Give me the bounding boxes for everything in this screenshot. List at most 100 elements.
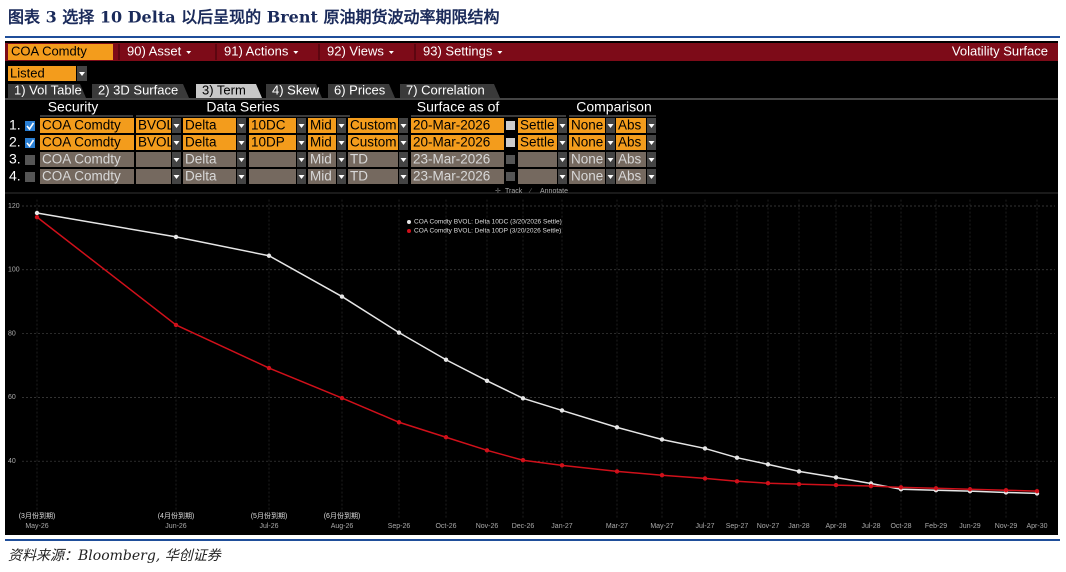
- field-value[interactable]: Delta: [185, 118, 217, 133]
- tool-label[interactable]: Track: [505, 188, 523, 195]
- field[interactable]: [616, 169, 646, 184]
- tool-label[interactable]: Annotate: [540, 188, 568, 195]
- calendar-icon[interactable]: [506, 121, 515, 130]
- field-value[interactable]: 23-Mar-2026: [413, 152, 490, 167]
- calendar-icon[interactable]: [506, 138, 515, 147]
- field-value[interactable]: None: [571, 152, 603, 167]
- field[interactable]: [616, 118, 646, 133]
- field-value[interactable]: 10DP: [251, 135, 285, 150]
- tab[interactable]: [328, 84, 395, 98]
- field[interactable]: [40, 135, 134, 150]
- field[interactable]: [249, 169, 296, 184]
- field-value[interactable]: Abs: [618, 152, 642, 167]
- field[interactable]: [569, 118, 605, 133]
- field-value[interactable]: COA Comdty: [42, 152, 121, 167]
- tab-label[interactable]: 3) Term: [202, 82, 246, 97]
- field-value[interactable]: Settle: [520, 135, 555, 150]
- field[interactable]: [348, 135, 398, 150]
- field-value[interactable]: TD: [350, 169, 368, 184]
- field[interactable]: [518, 135, 557, 150]
- filter-box[interactable]: [8, 66, 76, 81]
- field-value[interactable]: BVOL: [138, 135, 175, 150]
- field-value[interactable]: None: [571, 118, 603, 133]
- calendar-icon[interactable]: [506, 172, 515, 181]
- field[interactable]: [616, 135, 646, 150]
- field[interactable]: [40, 152, 134, 167]
- tab[interactable]: [266, 84, 322, 98]
- field-value[interactable]: Abs: [618, 135, 642, 150]
- field[interactable]: [308, 135, 336, 150]
- field-value[interactable]: COA Comdty: [42, 169, 121, 184]
- tab-label[interactable]: 1) Vol Table: [14, 82, 82, 97]
- field[interactable]: [183, 135, 236, 150]
- field-value[interactable]: Mid: [310, 169, 332, 184]
- tab-label[interactable]: 4) Skew: [272, 82, 320, 97]
- tab[interactable]: [8, 84, 86, 98]
- field-value[interactable]: 20-Mar-2026: [413, 135, 490, 150]
- tab[interactable]: [196, 84, 262, 98]
- field[interactable]: [183, 118, 236, 133]
- field[interactable]: [411, 169, 504, 184]
- field[interactable]: [411, 118, 504, 133]
- field[interactable]: [569, 152, 605, 167]
- field-value[interactable]: None: [571, 135, 603, 150]
- field-value[interactable]: TD: [350, 152, 368, 167]
- field[interactable]: [308, 152, 336, 167]
- field-value[interactable]: 20-Mar-2026: [413, 118, 490, 133]
- checkbox[interactable]: [25, 172, 35, 182]
- field-value[interactable]: Abs: [618, 118, 642, 133]
- field-value[interactable]: Mid: [310, 152, 332, 167]
- field[interactable]: [348, 152, 398, 167]
- menu-item[interactable]: 93) Settings: [423, 43, 493, 58]
- field-value[interactable]: COA Comdty: [42, 135, 121, 150]
- checkbox[interactable]: [25, 121, 35, 131]
- tab[interactable]: [92, 84, 189, 98]
- field-value[interactable]: 23-Mar-2026: [413, 169, 490, 184]
- field-value[interactable]: Abs: [618, 169, 642, 184]
- field[interactable]: [40, 118, 134, 133]
- filter[interactable]: Listed: [10, 65, 45, 80]
- field[interactable]: [411, 152, 504, 167]
- tab[interactable]: [400, 84, 500, 98]
- tab-label[interactable]: 7) Correlation: [406, 82, 485, 97]
- menu-item[interactable]: 91) Actions: [224, 43, 289, 58]
- tab-label[interactable]: 2) 3D Surface: [98, 82, 178, 97]
- field-value[interactable]: Custom: [350, 118, 397, 133]
- field-value[interactable]: Mid: [310, 135, 332, 150]
- field-value[interactable]: None: [571, 169, 603, 184]
- field[interactable]: [249, 135, 296, 150]
- menu-item[interactable]: 90) Asset: [127, 43, 182, 58]
- field[interactable]: [136, 152, 171, 167]
- field[interactable]: [308, 169, 336, 184]
- tab-label[interactable]: 6) Prices: [334, 82, 386, 97]
- field[interactable]: [348, 169, 398, 184]
- field-value[interactable]: Delta: [185, 169, 217, 184]
- field-value[interactable]: Settle: [520, 118, 555, 133]
- field[interactable]: [40, 169, 134, 184]
- field-value[interactable]: Mid: [310, 118, 332, 133]
- field[interactable]: [518, 118, 557, 133]
- field[interactable]: [518, 152, 557, 167]
- field[interactable]: [249, 118, 296, 133]
- field[interactable]: [518, 169, 557, 184]
- checkbox[interactable]: [25, 138, 35, 148]
- field-value[interactable]: COA Comdty: [42, 118, 121, 133]
- security[interactable]: COA Comdty: [11, 43, 87, 58]
- menu-item[interactable]: 92) Views: [327, 43, 384, 58]
- field-value[interactable]: 10DC: [251, 118, 286, 133]
- field[interactable]: [249, 152, 296, 167]
- field[interactable]: [136, 135, 171, 150]
- field[interactable]: [183, 152, 236, 167]
- field-value[interactable]: Delta: [185, 135, 217, 150]
- security-box[interactable]: [8, 44, 113, 60]
- field[interactable]: [569, 169, 605, 184]
- field[interactable]: [411, 135, 504, 150]
- field[interactable]: [348, 118, 398, 133]
- field[interactable]: [569, 135, 605, 150]
- field[interactable]: [136, 169, 171, 184]
- checkbox[interactable]: [25, 155, 35, 165]
- field[interactable]: [136, 118, 171, 133]
- field[interactable]: [183, 169, 236, 184]
- field-value[interactable]: Delta: [185, 152, 217, 167]
- calendar-icon[interactable]: [506, 155, 515, 164]
